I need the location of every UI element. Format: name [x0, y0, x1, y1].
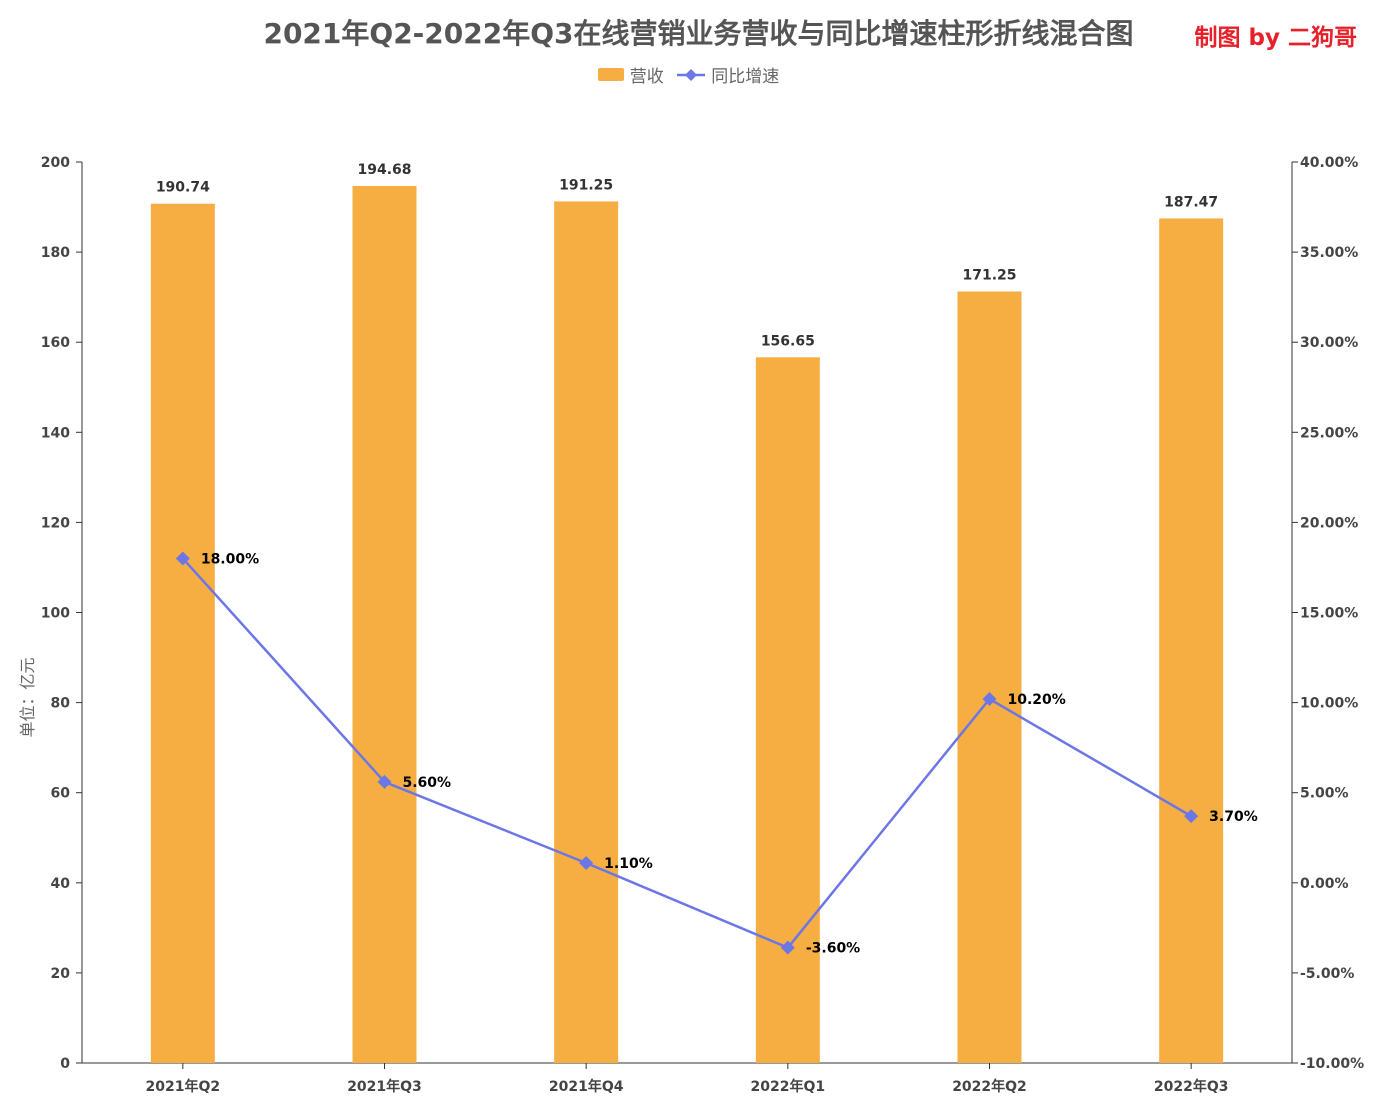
- y2-tick-label: 5.00%: [1300, 786, 1349, 802]
- bar: [554, 201, 619, 1063]
- bar-data-label: 187.47: [1164, 194, 1218, 210]
- growth-point: [579, 855, 594, 870]
- growth-data-label: 18.00%: [201, 551, 259, 567]
- y-tick-label: 20: [51, 966, 71, 982]
- y-tick-label: 160: [41, 335, 70, 351]
- x-tick-label: 2022年Q1: [751, 1078, 826, 1095]
- y2-tick-label: 30.00%: [1300, 335, 1358, 351]
- y2-tick-label: -10.00%: [1300, 1056, 1364, 1072]
- bar: [1159, 218, 1224, 1064]
- growth-point: [982, 691, 997, 706]
- y2-tick-label: 40.00%: [1300, 155, 1358, 171]
- growth-point: [1184, 809, 1199, 824]
- x-tick-label: 2022年Q2: [952, 1078, 1027, 1095]
- bar-data-label: 156.65: [761, 333, 815, 349]
- legend: 营收 同比增速: [0, 62, 1377, 87]
- bar: [352, 185, 417, 1063]
- x-tick-label: 2021年Q3: [347, 1078, 422, 1095]
- bar: [957, 291, 1022, 1063]
- y2-tick-label: 15.00%: [1300, 606, 1358, 622]
- legend-item-revenue[interactable]: 营收: [597, 62, 664, 87]
- y-tick-label: 0: [60, 1056, 70, 1072]
- growth-line: [181, 557, 1192, 950]
- growth-data-label: 10.20%: [1008, 692, 1066, 708]
- x-tick-label: 2021年Q2: [146, 1078, 221, 1095]
- y-tick-label: 40: [51, 876, 71, 892]
- y-tick-label: 200: [41, 155, 70, 171]
- y2-tick-label: -5.00%: [1300, 966, 1354, 982]
- y-tick-label: 60: [51, 786, 71, 802]
- y-axis-title: 单位：亿元: [18, 657, 37, 737]
- bar-data-label: 171.25: [962, 268, 1016, 284]
- growth-data-label: 3.70%: [1209, 809, 1258, 825]
- legend-label-growth: 同比增速: [711, 67, 780, 87]
- growth-point: [175, 551, 190, 566]
- chart-title: 2021年Q2-2022年Q3在线营销业务营收与同比增速柱形折线混合图: [263, 17, 1134, 50]
- legend-label-revenue: 营收: [629, 67, 664, 87]
- y2-tick-label: 20.00%: [1300, 515, 1358, 531]
- x-tick-label: 2022年Q3: [1154, 1078, 1229, 1095]
- growth-point: [780, 940, 795, 955]
- legend-item-growth[interactable]: 同比增速: [677, 62, 779, 87]
- y-tick-label: 100: [41, 606, 70, 622]
- y2-tick-label: 25.00%: [1300, 425, 1358, 441]
- bar-data-label: 190.74: [156, 180, 210, 196]
- bar-data-label: 194.68: [357, 162, 411, 178]
- y-tick-label: 180: [41, 245, 70, 261]
- y2-tick-label: 10.00%: [1300, 696, 1358, 712]
- bar: [755, 357, 820, 1063]
- y2-tick-label: 0.00%: [1300, 876, 1349, 892]
- bar: [150, 203, 215, 1063]
- x-tick-label: 2021年Q4: [549, 1078, 624, 1095]
- growth-data-label: -3.60%: [806, 941, 860, 957]
- y-tick-label: 80: [51, 696, 71, 712]
- legend-bar-swatch: [597, 68, 624, 81]
- legend-line-swatch: [677, 68, 706, 81]
- growth-data-label: 5.60%: [403, 775, 452, 791]
- y-tick-label: 140: [41, 425, 70, 441]
- y-tick-label: 120: [41, 515, 70, 531]
- bar-data-label: 191.25: [559, 177, 613, 193]
- credit-text: 制图 by 二狗哥: [1194, 25, 1357, 51]
- growth-point: [377, 774, 392, 789]
- y2-tick-label: 35.00%: [1300, 245, 1358, 261]
- growth-data-label: 1.10%: [604, 856, 653, 872]
